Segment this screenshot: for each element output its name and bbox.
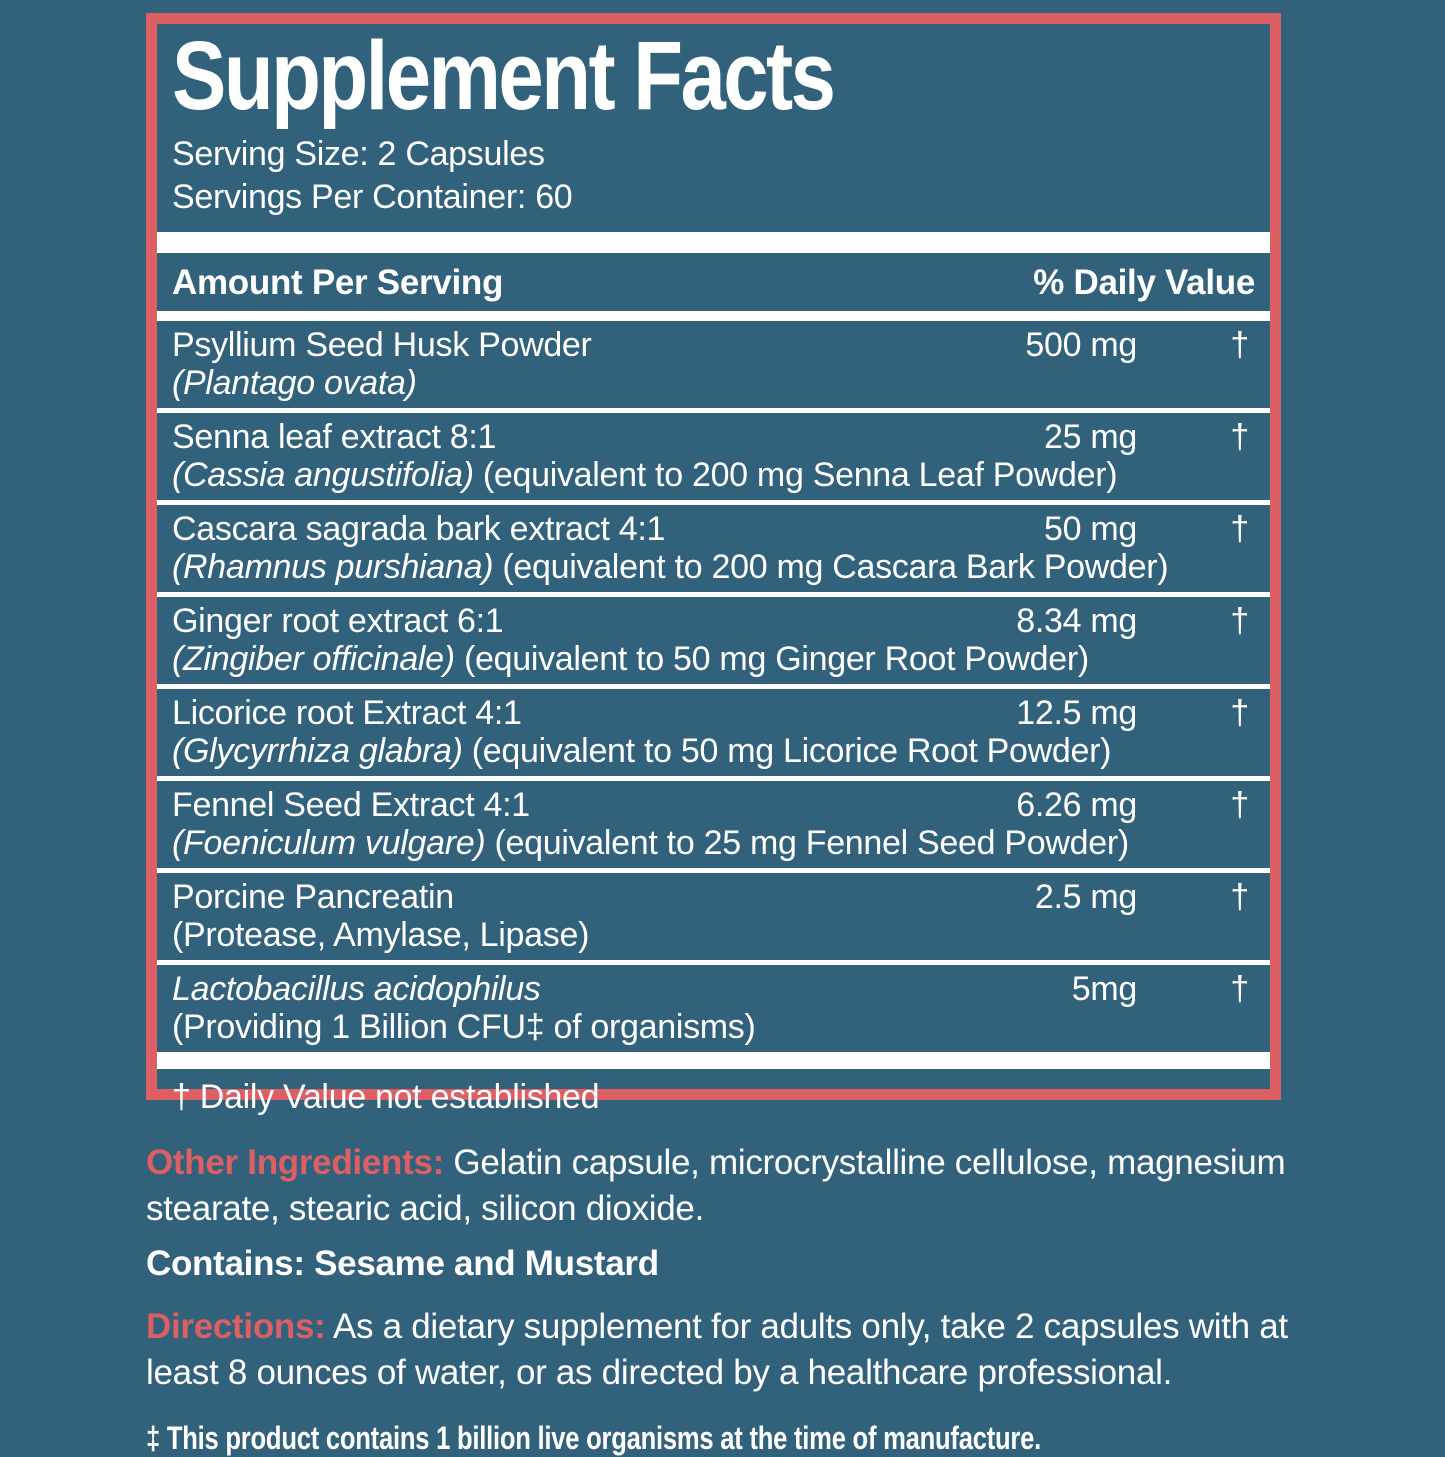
daily-value-header: % Daily Value — [1033, 263, 1255, 302]
daily-value-dagger: † — [1230, 970, 1249, 1008]
separator-row — [157, 960, 1270, 965]
ingredient-detail: (Rhamnus purshiana) (equivalent to 200 m… — [172, 548, 1169, 586]
directions-text: As a dietary supplement for adults only,… — [146, 1307, 1288, 1392]
other-ingredients-label: Other Ingredients: — [146, 1143, 444, 1182]
ingredient-name: Porcine Pancreatin — [172, 878, 454, 916]
ingredient-name: Ginger root extract 6:1 — [172, 602, 504, 640]
ingredient-amount: 500 mg — [1025, 326, 1137, 364]
separator-thick — [157, 232, 1270, 253]
directions-label: Directions: — [146, 1307, 326, 1346]
daily-value-dagger: † — [1230, 418, 1249, 456]
ingredient-detail: (Zingiber officinale) (equivalent to 50 … — [172, 640, 1089, 678]
ingredient-amount: 2.5 mg — [1034, 878, 1137, 916]
separator-row — [157, 592, 1270, 597]
separator-row — [157, 684, 1270, 689]
daily-value-dagger: † — [1230, 602, 1249, 640]
ingredient-row: Senna leaf extract 8:1 25 mg † (Cassia a… — [157, 413, 1270, 500]
ingredient-row: Psyllium Seed Husk Powder 500 mg † (Plan… — [157, 321, 1270, 408]
ingredient-detail: (Glycyrrhiza glabra) (equivalent to 50 m… — [172, 732, 1112, 770]
organism-footnote: ‡ This product contains 1 billion live o… — [146, 1420, 1041, 1456]
contains-statement: Contains: Sesame and Mustard — [146, 1244, 659, 1283]
separator-row — [157, 408, 1270, 413]
ingredient-amount: 6.26 mg — [1016, 786, 1137, 824]
daily-value-dagger: † — [1230, 878, 1249, 916]
ingredient-amount: 50 mg — [1044, 510, 1137, 548]
daily-value-dagger: † — [1230, 326, 1249, 364]
panel-title-text: Supplement Facts — [172, 21, 836, 130]
directions: Directions: As a dietary supplement for … — [146, 1304, 1338, 1396]
separator-row — [157, 500, 1270, 505]
ingredient-detail: (Foeniculum vulgare) (equivalent to 25 m… — [172, 824, 1129, 862]
supplement-facts-panel: Supplement Facts Serving Size: 2 Capsule… — [146, 13, 1281, 1116]
ingredient-amount: 12.5 mg — [1016, 694, 1137, 732]
ingredient-row: Porcine Pancreatin 2.5 mg † (Protease, A… — [157, 873, 1270, 960]
ingredient-detail: (Protease, Amylase, Lipase) — [172, 916, 590, 954]
ingredient-detail: (Providing 1 Billion CFU‡ of organisms) — [172, 1008, 756, 1046]
daily-value-footnote: † Daily Value not established — [172, 1078, 600, 1116]
panel-title: Supplement Facts — [172, 21, 1255, 130]
table-header-row: Amount Per Serving % Daily Value — [172, 264, 1255, 302]
servings-per-container: Servings Per Container: 60 — [172, 178, 573, 216]
separator-row — [157, 776, 1270, 781]
separator-bottom — [157, 1052, 1270, 1069]
other-ingredients-text: Gelatin capsule, microcrystalline cellul… — [146, 1143, 1286, 1228]
ingredient-detail: (Plantago ovata) — [172, 364, 417, 402]
label-lower-section: Other Ingredients: Gelatin capsule, micr… — [146, 1140, 1338, 1457]
ingredient-row: Fennel Seed Extract 4:1 6.26 mg † (Foeni… — [157, 781, 1270, 868]
separator-header — [157, 311, 1270, 321]
daily-value-dagger: † — [1230, 694, 1249, 732]
ingredient-name: Psyllium Seed Husk Powder — [172, 326, 592, 364]
ingredient-row: Cascara sagrada bark extract 4:1 50 mg †… — [157, 505, 1270, 592]
ingredient-name: Senna leaf extract 8:1 — [172, 418, 497, 456]
ingredient-amount: 25 mg — [1044, 418, 1137, 456]
amount-per-serving-header: Amount Per Serving — [172, 263, 504, 302]
ingredient-name: Licorice root Extract 4:1 — [172, 694, 522, 732]
ingredient-row: Ginger root extract 6:1 8.34 mg † (Zingi… — [157, 597, 1270, 684]
other-ingredients: Other Ingredients: Gelatin capsule, micr… — [146, 1140, 1338, 1232]
ingredient-detail: (Cassia angustifolia) (equivalent to 200… — [172, 456, 1118, 494]
ingredient-name: Lactobacillus acidophilus — [172, 970, 541, 1008]
separator-row — [157, 868, 1270, 873]
ingredient-amount: 5mg — [1071, 970, 1138, 1008]
ingredient-row: Licorice root Extract 4:1 12.5 mg † (Gly… — [157, 689, 1270, 776]
ingredient-name: Fennel Seed Extract 4:1 — [172, 786, 530, 824]
ingredient-name: Cascara sagrada bark extract 4:1 — [172, 510, 666, 548]
ingredient-amount: 8.34 mg — [1016, 602, 1137, 640]
daily-value-dagger: † — [1230, 510, 1249, 548]
daily-value-dagger: † — [1230, 786, 1249, 824]
serving-size: Serving Size: 2 Capsules — [172, 135, 545, 173]
ingredient-row: Lactobacillus acidophilus 5mg † (Providi… — [157, 965, 1270, 1052]
